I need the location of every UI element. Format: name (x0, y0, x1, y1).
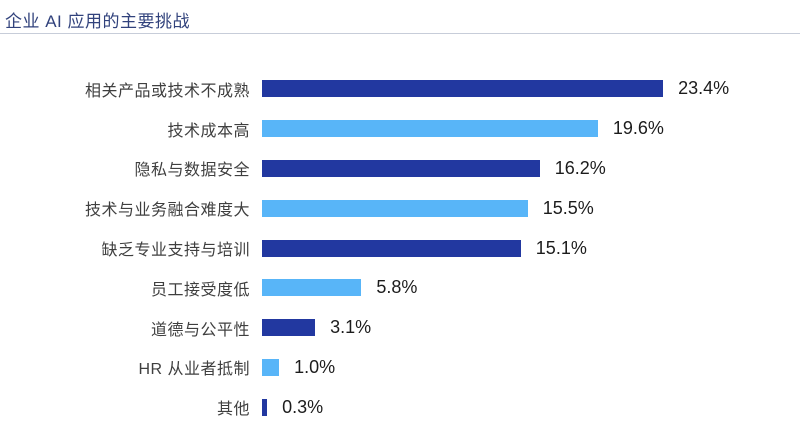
bar-row: 员工接受度低 5.8% (0, 268, 800, 308)
bar-row: 技术与业务融合难度大 15.5% (0, 188, 800, 228)
bar (262, 358, 280, 376)
category-label: HR 从业者抵制 (138, 361, 250, 379)
chart-title: 企业 AI 应用的主要挑战 (5, 12, 191, 31)
category-label: 隐私与数据安全 (134, 162, 250, 180)
value-label: 3.1% (330, 317, 372, 338)
bar-row: 道德与公平性 3.1% (0, 308, 800, 348)
bar-track: 1.0% (262, 357, 335, 378)
category-label: 其他 (216, 401, 250, 419)
value-label: 1.0% (294, 356, 336, 377)
bar-row: 相关产品或技术不成熟 23.4% (0, 69, 800, 109)
bar-track: 19.6% (262, 118, 664, 139)
bar-row: 其他 0.3% (0, 387, 800, 424)
bar-row: 缺乏专业支持与培训 15.1% (0, 228, 800, 268)
bar (262, 398, 268, 416)
bar (262, 80, 664, 98)
bar (262, 319, 316, 337)
value-label: 5.8% (376, 277, 418, 298)
category-label: 技术与业务融合难度大 (84, 202, 250, 220)
bar-track: 15.5% (262, 198, 594, 219)
title-divider (0, 33, 800, 34)
bar (262, 120, 598, 138)
category-label: 道德与公平性 (150, 321, 250, 339)
category-label: 技术成本高 (167, 122, 250, 140)
bar (262, 279, 362, 297)
bar-track: 0.3% (262, 397, 323, 418)
bar-row: HR 从业者抵制 1.0% (0, 348, 800, 388)
bar-row: 隐私与数据安全 16.2% (0, 149, 800, 189)
bar (262, 239, 521, 257)
bar-track: 16.2% (262, 158, 606, 179)
value-label: 19.6% (612, 118, 664, 139)
bar-chart: 相关产品或技术不成熟 23.4% 技术成本高 19.6% 隐私与数据安全 16.… (0, 69, 800, 424)
category-label: 缺乏专业支持与培训 (101, 242, 250, 260)
value-label: 15.1% (535, 237, 587, 258)
bar-row: 技术成本高 19.6% (0, 109, 800, 149)
bar (262, 159, 540, 177)
bar-track: 23.4% (262, 78, 729, 99)
bar-track: 5.8% (262, 277, 417, 298)
bar-track: 15.1% (262, 238, 587, 259)
bar (262, 199, 528, 217)
value-label: 23.4% (678, 78, 730, 99)
category-label: 员工接受度低 (150, 281, 250, 299)
category-label: 相关产品或技术不成熟 (84, 82, 250, 100)
bar-track: 3.1% (262, 317, 371, 338)
value-label: 15.5% (542, 197, 594, 218)
value-label: 0.3% (282, 396, 324, 417)
value-label: 16.2% (554, 157, 606, 178)
